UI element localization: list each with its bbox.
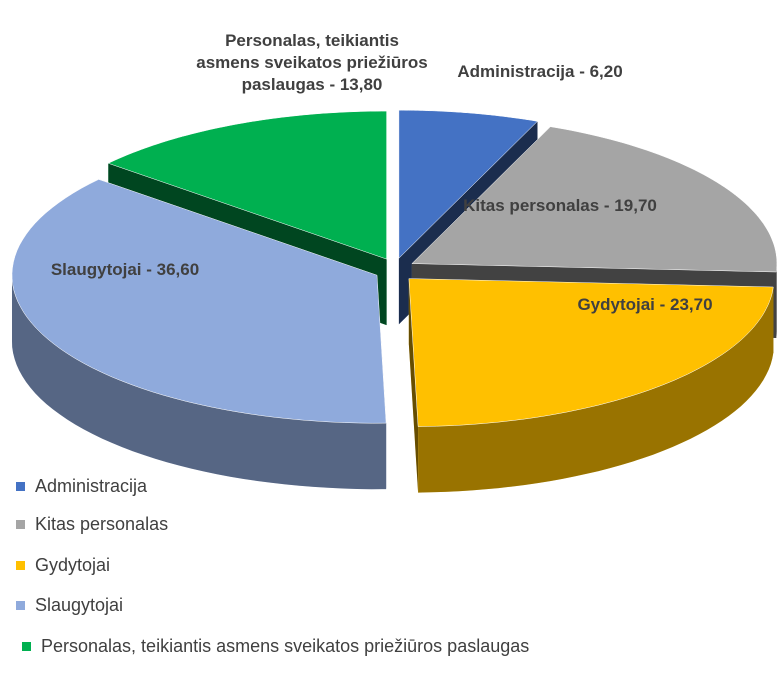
legend-swatch xyxy=(16,561,25,570)
legend-item: Administracija xyxy=(16,476,147,497)
legend-label: Personalas, teikiantis asmens sveikatos … xyxy=(41,636,530,656)
legend-swatch xyxy=(16,482,25,491)
legend-item: Slaugytojai xyxy=(16,595,123,616)
slice-top xyxy=(107,110,387,260)
slice-top xyxy=(411,126,778,273)
slice-side xyxy=(418,287,774,493)
slice-side-shade xyxy=(418,287,774,493)
legend-item: Gydytojai xyxy=(16,555,110,576)
legend-swatch xyxy=(16,520,25,529)
legend-swatch xyxy=(16,601,25,610)
data-label: Administracija - 6,20 xyxy=(457,62,623,81)
legend-swatch xyxy=(22,642,31,651)
slice-side-shade xyxy=(776,263,777,338)
slice-side xyxy=(12,275,387,490)
data-label: Gydytojai - 23,70 xyxy=(577,295,713,314)
legend-item: Kitas personalas xyxy=(16,514,168,535)
slice-top xyxy=(408,278,774,427)
slice xyxy=(11,179,387,490)
legend-label: Administracija xyxy=(35,476,148,496)
data-label: Personalas, teikiantis asmens sveikatos … xyxy=(196,31,428,94)
slice-top xyxy=(11,179,387,424)
slice-top xyxy=(398,109,539,259)
slice-side xyxy=(776,263,777,338)
legend-label: Kitas personalas xyxy=(35,514,169,534)
data-label: Kitas personalas - 19,70 xyxy=(463,196,657,215)
legend-label: Gydytojai xyxy=(35,555,111,575)
legend-label: Slaugytojai xyxy=(35,595,124,615)
legend-item: Personalas, teikiantis asmens sveikatos … xyxy=(22,636,529,657)
slice-side-shade xyxy=(12,275,387,490)
slice xyxy=(408,278,774,493)
slice-side-shade xyxy=(408,278,419,493)
data-label: Slaugytojai - 36,60 xyxy=(50,260,200,279)
